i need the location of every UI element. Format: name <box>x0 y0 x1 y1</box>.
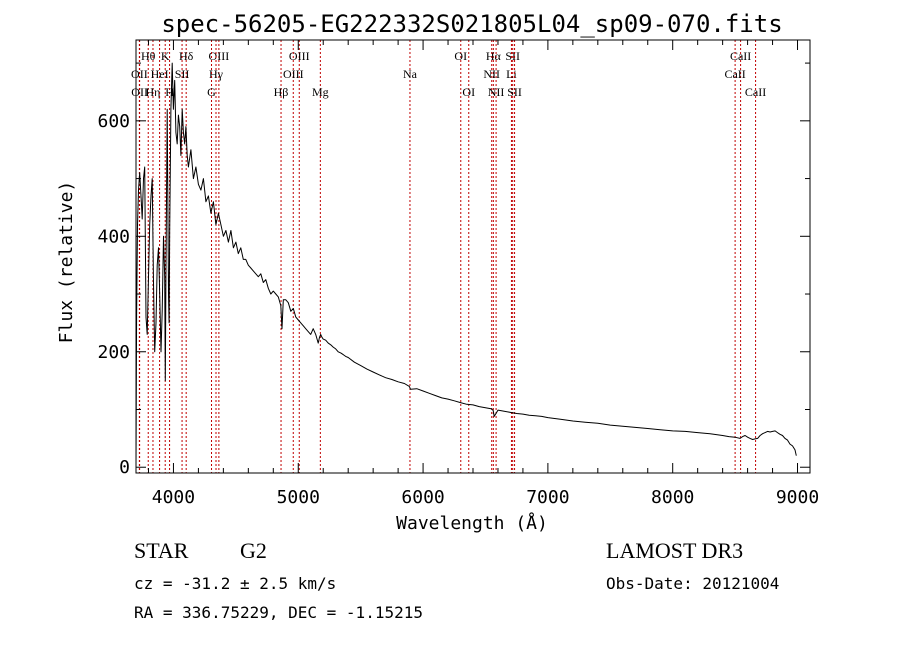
y-axis-label: Flux (relative) <box>56 181 77 344</box>
y-axis-ticks: 0 200 400 600 <box>97 62 810 478</box>
line-marker-label: OIII <box>283 67 304 81</box>
line-marker-label: OIII <box>289 49 310 63</box>
y-tick-label: 600 <box>97 111 130 132</box>
line-marker-label: OIII <box>209 49 230 63</box>
x-tick-label: 4000 <box>152 487 195 508</box>
line-marker-label: SII <box>505 49 520 63</box>
x-tick-label: 5000 <box>277 487 320 508</box>
line-marker-label: NII <box>488 85 505 99</box>
line-marker-label: CaII <box>745 85 766 99</box>
x-tick-label: 7000 <box>526 487 569 508</box>
plot-series <box>135 62 797 468</box>
redshift-cz: cz = -31.2 ± 2.5 km/s <box>134 574 337 593</box>
line-marker-label: H <box>165 85 174 99</box>
line-marker-label: Na <box>403 67 418 81</box>
line-marker-label: Hη <box>145 85 160 99</box>
x-tick-label: 6000 <box>401 487 444 508</box>
line-marker-label: Hα <box>486 49 502 63</box>
line-marker-label: NII <box>483 67 500 81</box>
coordinates: RA = 336.75229, DEC = -1.15215 <box>134 603 423 622</box>
x-axis-ticks: 4000 5000 6000 7000 8000 9000 <box>147 40 819 508</box>
chart-title: spec-56205-EG222332S021805L04_sp09-070.f… <box>161 10 782 38</box>
x-axis-label: Wavelength (Å) <box>396 512 548 534</box>
line-marker-label: Hγ <box>209 67 224 81</box>
line-marker-label: G <box>207 85 216 99</box>
line-marker-label: SII <box>175 67 190 81</box>
line-marker-label: OI <box>462 85 475 99</box>
object-class: STAR <box>134 538 189 563</box>
line-marker-label: OII <box>131 85 148 99</box>
y-tick-label: 200 <box>97 342 130 363</box>
x-tick-label: 8000 <box>651 487 694 508</box>
line-marker-label: Hβ <box>274 85 289 99</box>
spectrum-line-0 <box>135 62 797 468</box>
line-marker-label: Hδ <box>179 49 194 63</box>
spectral-subclass: G2 <box>240 538 267 563</box>
observation-date: Obs-Date: 20121004 <box>606 574 780 593</box>
line-marker-label: K <box>161 49 170 63</box>
line-marker-label: CaII <box>730 49 751 63</box>
line-marker-label: SII <box>507 85 522 99</box>
survey-name: LAMOST DR3 <box>606 538 744 563</box>
line-marker-label: CaII <box>724 67 745 81</box>
line-marker-label: Mg <box>312 85 329 99</box>
line-marker-label: Li <box>506 67 517 81</box>
line-marker-label: OI <box>454 49 467 63</box>
line-marker-label: Hθ <box>141 49 156 63</box>
y-tick-label: 400 <box>97 226 130 247</box>
line-marker-label: HeI <box>151 67 169 81</box>
x-tick-label: 9000 <box>776 487 819 508</box>
plot-frame <box>135 39 811 474</box>
y-tick-label: 0 <box>119 457 130 478</box>
